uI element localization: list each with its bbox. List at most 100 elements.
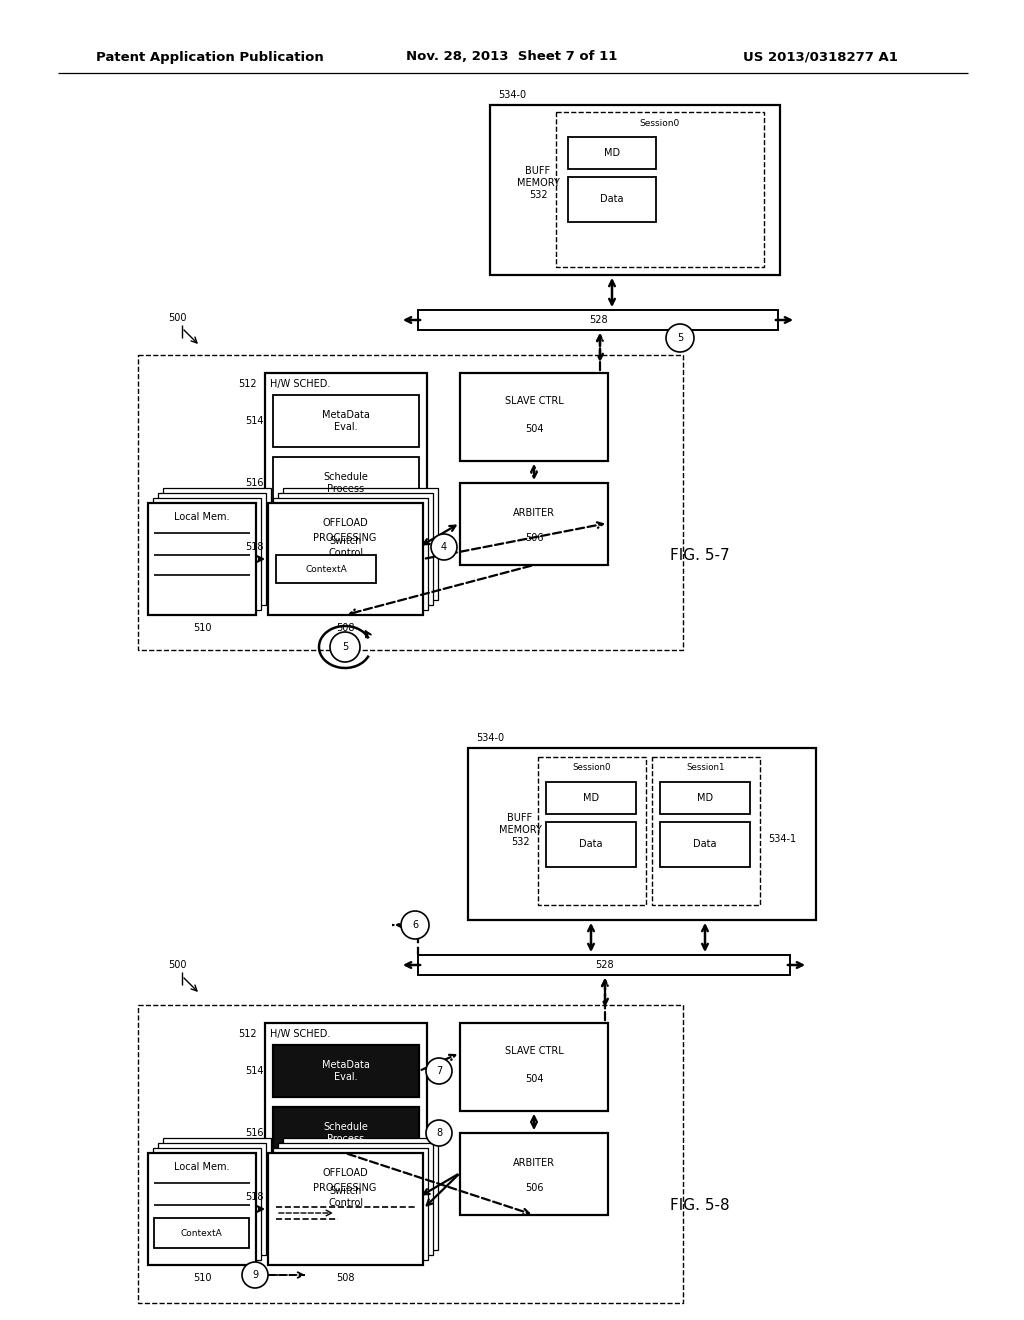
Circle shape — [401, 911, 429, 939]
Circle shape — [242, 1262, 268, 1288]
Text: Schedule
Process: Schedule Process — [324, 1122, 369, 1144]
Text: MetaData
Eval.: MetaData Eval. — [323, 411, 370, 432]
Text: 510: 510 — [193, 623, 211, 634]
Text: H/W SCHED.: H/W SCHED. — [270, 1030, 331, 1039]
Text: 510: 510 — [193, 1272, 211, 1283]
Text: Session0: Session0 — [572, 763, 611, 772]
Text: 534-1: 534-1 — [768, 834, 796, 843]
FancyBboxPatch shape — [153, 498, 261, 610]
FancyBboxPatch shape — [273, 1171, 419, 1224]
FancyBboxPatch shape — [138, 1005, 683, 1303]
Text: Session1: Session1 — [687, 763, 725, 772]
FancyBboxPatch shape — [460, 1023, 608, 1111]
FancyBboxPatch shape — [265, 374, 427, 601]
Text: 506: 506 — [524, 1183, 544, 1193]
Text: PROCESSING: PROCESSING — [313, 1183, 377, 1193]
FancyBboxPatch shape — [273, 457, 419, 510]
Text: PROCESSING: PROCESSING — [313, 533, 377, 543]
Text: 512: 512 — [239, 379, 257, 389]
Text: Data: Data — [693, 840, 717, 849]
Text: Switch
Control: Switch Control — [329, 1187, 364, 1208]
FancyBboxPatch shape — [652, 756, 760, 906]
FancyBboxPatch shape — [158, 492, 266, 605]
Text: Patent Application Publication: Patent Application Publication — [96, 50, 324, 63]
Text: 500: 500 — [168, 313, 186, 323]
Text: 516: 516 — [246, 1129, 264, 1138]
FancyBboxPatch shape — [148, 1152, 256, 1265]
FancyBboxPatch shape — [268, 503, 423, 615]
Text: BUFF
MEMORY
532: BUFF MEMORY 532 — [499, 813, 542, 846]
Text: 534-0: 534-0 — [498, 90, 526, 100]
FancyBboxPatch shape — [163, 488, 271, 601]
FancyBboxPatch shape — [468, 748, 816, 920]
FancyBboxPatch shape — [283, 488, 438, 601]
Text: 514: 514 — [246, 416, 264, 426]
Text: ContextA: ContextA — [305, 565, 347, 573]
FancyBboxPatch shape — [568, 177, 656, 222]
FancyBboxPatch shape — [276, 554, 376, 583]
Text: 9: 9 — [252, 1270, 258, 1280]
Text: 528: 528 — [595, 960, 613, 970]
Text: BUFF
MEMORY
532: BUFF MEMORY 532 — [516, 166, 559, 199]
FancyBboxPatch shape — [138, 355, 683, 649]
FancyBboxPatch shape — [273, 1107, 419, 1159]
Text: MD: MD — [697, 793, 713, 803]
FancyBboxPatch shape — [460, 374, 608, 461]
FancyBboxPatch shape — [273, 395, 419, 447]
Circle shape — [426, 1059, 452, 1084]
Text: Session0: Session0 — [640, 119, 680, 128]
Circle shape — [431, 535, 457, 560]
Text: 516: 516 — [246, 478, 264, 488]
Text: FIG. 5-7: FIG. 5-7 — [670, 548, 730, 562]
FancyBboxPatch shape — [154, 1218, 249, 1247]
Text: ARBITER: ARBITER — [513, 508, 555, 517]
Text: 7: 7 — [436, 1067, 442, 1076]
FancyBboxPatch shape — [273, 521, 419, 573]
FancyBboxPatch shape — [538, 756, 646, 906]
Text: 500: 500 — [168, 960, 186, 970]
Text: SLAVE CTRL: SLAVE CTRL — [505, 1045, 563, 1056]
Text: 5: 5 — [342, 642, 348, 652]
Text: 508: 508 — [336, 623, 354, 634]
Text: MD: MD — [583, 793, 599, 803]
FancyBboxPatch shape — [660, 822, 750, 867]
Circle shape — [666, 323, 694, 352]
FancyBboxPatch shape — [568, 137, 656, 169]
Circle shape — [426, 1119, 452, 1146]
Text: 514: 514 — [246, 1067, 264, 1076]
FancyBboxPatch shape — [153, 1148, 261, 1261]
FancyBboxPatch shape — [490, 106, 780, 275]
FancyBboxPatch shape — [460, 1133, 608, 1214]
Text: Data: Data — [600, 194, 624, 205]
FancyBboxPatch shape — [556, 112, 764, 267]
Text: 504: 504 — [524, 424, 544, 434]
FancyBboxPatch shape — [273, 1148, 428, 1261]
FancyBboxPatch shape — [418, 310, 778, 330]
Text: 528: 528 — [589, 315, 607, 325]
Text: Schedule
Process: Schedule Process — [324, 473, 369, 494]
FancyBboxPatch shape — [460, 483, 608, 565]
Text: FIG. 5-8: FIG. 5-8 — [670, 1197, 730, 1213]
FancyBboxPatch shape — [278, 492, 433, 605]
Text: MD: MD — [604, 148, 621, 158]
Text: MetaData
Eval.: MetaData Eval. — [323, 1060, 370, 1082]
FancyBboxPatch shape — [268, 1152, 423, 1265]
FancyBboxPatch shape — [273, 498, 428, 610]
FancyBboxPatch shape — [283, 1138, 438, 1250]
Text: US 2013/0318277 A1: US 2013/0318277 A1 — [742, 50, 897, 63]
Text: 504: 504 — [524, 1074, 544, 1084]
Text: OFFLOAD: OFFLOAD — [323, 517, 368, 528]
Text: H/W SCHED.: H/W SCHED. — [270, 379, 331, 389]
FancyBboxPatch shape — [546, 781, 636, 814]
FancyBboxPatch shape — [660, 781, 750, 814]
Text: Local Mem.: Local Mem. — [174, 512, 229, 521]
Text: 518: 518 — [246, 543, 264, 552]
FancyBboxPatch shape — [273, 1045, 419, 1097]
Text: 6: 6 — [412, 920, 418, 931]
Text: 8: 8 — [436, 1129, 442, 1138]
FancyBboxPatch shape — [163, 1138, 271, 1250]
Text: 534-0: 534-0 — [476, 733, 504, 743]
Text: 506: 506 — [524, 533, 544, 543]
Text: 4: 4 — [441, 543, 447, 552]
Circle shape — [330, 632, 360, 663]
